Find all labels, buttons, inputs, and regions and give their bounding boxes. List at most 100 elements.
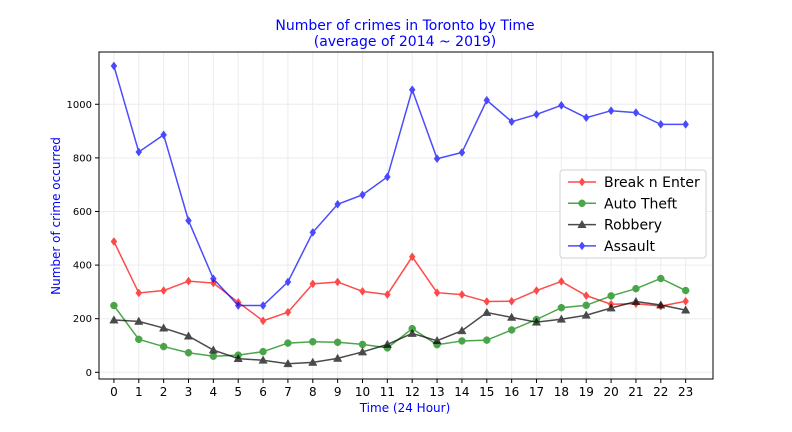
data-point-robbery bbox=[333, 353, 343, 362]
data-point-auto-theft bbox=[358, 340, 367, 349]
data-point-assault bbox=[185, 216, 192, 226]
data-point-assault bbox=[234, 301, 242, 310]
data-point-assault bbox=[582, 113, 590, 123]
x-tick-label: 22 bbox=[653, 385, 668, 399]
data-point-robbery bbox=[507, 312, 517, 321]
data-point-assault bbox=[558, 100, 565, 110]
legend-swatch-marker bbox=[578, 199, 586, 208]
data-point-robbery bbox=[109, 315, 119, 324]
data-point-break-n-enter bbox=[558, 277, 565, 286]
data-point-auto-theft bbox=[632, 284, 640, 293]
data-point-robbery bbox=[482, 307, 492, 316]
data-point-auto-theft bbox=[135, 335, 143, 344]
series-line-assault bbox=[113, 65, 686, 307]
data-point-break-n-enter bbox=[284, 307, 292, 317]
data-point-auto-theft bbox=[184, 348, 193, 357]
legend-item-assault: Assault bbox=[568, 239, 656, 255]
legend-box bbox=[559, 169, 707, 259]
data-point-auto-theft bbox=[159, 342, 168, 351]
data-point-robbery bbox=[357, 347, 368, 356]
data-point-assault bbox=[682, 119, 689, 129]
chart-subtitle: (average of 2014 ~ 2019) bbox=[314, 34, 497, 50]
data-point-assault bbox=[607, 106, 615, 116]
plot-area-frame bbox=[98, 51, 714, 380]
data-point-break-n-enter bbox=[110, 237, 118, 246]
data-point-robbery bbox=[581, 310, 591, 319]
data-point-break-n-enter bbox=[160, 286, 167, 295]
data-point-auto-theft bbox=[458, 337, 466, 345]
x-tick-label: 1 bbox=[135, 385, 143, 399]
x-tick-label: 19 bbox=[579, 385, 594, 399]
y-tick-label: 200 bbox=[73, 314, 92, 325]
data-point-assault bbox=[533, 110, 540, 119]
legend-label: Robbery bbox=[604, 218, 662, 234]
data-point-auto-theft bbox=[110, 301, 118, 310]
legend-swatch bbox=[568, 177, 596, 187]
data-point-auto-theft bbox=[333, 338, 342, 347]
x-tick-label: 16 bbox=[504, 385, 519, 399]
data-point-auto-theft bbox=[483, 336, 491, 344]
data-point-break-n-enter bbox=[408, 252, 416, 262]
chart-title: Number of crimes in Toronto by Time bbox=[275, 18, 534, 34]
y-tick-label: 400 bbox=[73, 261, 92, 272]
data-point-assault bbox=[210, 274, 217, 284]
data-point-robbery bbox=[258, 355, 268, 364]
legend-item-break-n-enter: Break n Enter bbox=[568, 175, 700, 191]
data-point-robbery bbox=[556, 314, 566, 323]
x-tick-label: 14 bbox=[454, 385, 469, 399]
data-point-robbery bbox=[283, 359, 293, 368]
x-tick-label: 18 bbox=[554, 385, 569, 399]
x-tick-label: 4 bbox=[210, 385, 218, 399]
series-line-robbery bbox=[113, 300, 686, 365]
x-tick-label: 12 bbox=[405, 385, 420, 399]
x-tick-label: 20 bbox=[603, 385, 618, 399]
x-tick-label: 23 bbox=[678, 385, 693, 399]
data-point-assault bbox=[508, 117, 515, 127]
x-tick-label: 11 bbox=[380, 385, 395, 399]
data-point-robbery bbox=[233, 353, 243, 363]
legend-item-auto-theft: Auto Theft bbox=[568, 196, 678, 212]
data-point-break-n-enter bbox=[682, 296, 689, 306]
data-point-robbery bbox=[531, 317, 542, 326]
data-point-break-n-enter bbox=[259, 316, 267, 326]
x-tick-label: 5 bbox=[234, 385, 242, 399]
legend: Break n Enter Auto Theft Robbery Assault bbox=[559, 169, 707, 259]
data-point-assault bbox=[657, 119, 665, 129]
data-point-robbery bbox=[606, 303, 616, 312]
data-point-auto-theft bbox=[607, 292, 615, 300]
series-break-n-enter bbox=[110, 237, 689, 326]
data-point-assault bbox=[632, 108, 640, 117]
data-point-robbery bbox=[308, 357, 318, 366]
y-tick-label: 600 bbox=[73, 207, 92, 218]
x-axis-label: Time (24 Hour) bbox=[359, 401, 451, 415]
data-point-break-n-enter bbox=[135, 288, 143, 298]
x-tick-label: 6 bbox=[259, 385, 267, 399]
series-assault bbox=[110, 61, 689, 310]
data-point-break-n-enter bbox=[533, 286, 540, 295]
legend-label: Assault bbox=[604, 239, 656, 255]
legend-swatch bbox=[568, 241, 596, 251]
legend-label: Break n Enter bbox=[604, 175, 700, 191]
data-point-robbery bbox=[457, 326, 467, 335]
series-layer bbox=[109, 61, 691, 368]
x-tick-label: 0 bbox=[110, 385, 118, 399]
data-point-assault bbox=[284, 277, 292, 287]
x-tick-label: 21 bbox=[628, 385, 643, 399]
data-point-auto-theft bbox=[259, 347, 267, 356]
series-line-break-n-enter bbox=[113, 241, 686, 322]
data-point-assault bbox=[334, 199, 341, 209]
legend-item-robbery: Robbery bbox=[568, 218, 662, 234]
data-point-break-n-enter bbox=[582, 291, 590, 301]
data-point-auto-theft bbox=[284, 339, 292, 347]
data-point-assault bbox=[110, 61, 118, 71]
data-point-robbery bbox=[134, 316, 144, 325]
data-point-break-n-enter bbox=[384, 290, 391, 299]
tick-layer: 0 1 2 3 4 5 6 7 8 9 10 11 12 13 14 15 16 17 18 19 20 21 22 2302… bbox=[67, 100, 694, 399]
data-point-assault bbox=[359, 190, 366, 200]
data-point-break-n-enter bbox=[185, 276, 192, 286]
data-point-auto-theft bbox=[657, 274, 665, 283]
data-point-robbery bbox=[432, 335, 442, 345]
data-point-assault bbox=[384, 172, 391, 182]
data-point-assault bbox=[483, 95, 491, 105]
